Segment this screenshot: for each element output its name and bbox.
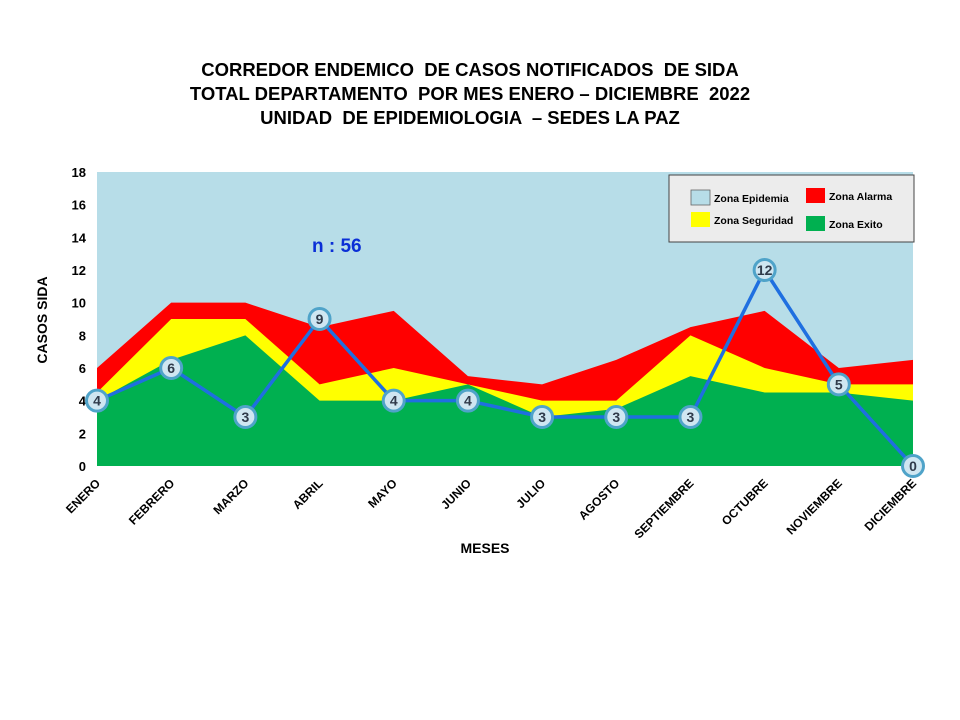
x-tick-label: SEPTIEMBRE [632,476,697,541]
y-tick-label: 10 [72,296,86,311]
y-tick-label: 14 [72,230,87,245]
legend-swatch [806,188,825,203]
legend-swatch [691,212,710,227]
cases-line [96,268,915,468]
x-axis-title: MESES [460,540,509,556]
cases-data-label: 6 [167,360,175,376]
x-tick-label: ABRIL [290,476,326,512]
legend-swatch [690,189,711,206]
cases-data-label: 12 [757,262,773,278]
y-tick-label: 0 [79,459,86,474]
cases-marker [233,405,258,429]
cases-data-label: 5 [835,376,843,392]
y-tick-label: 12 [72,263,86,278]
legend-swatch [806,216,825,231]
cases-data-label: 0 [909,458,917,474]
legend-box [668,174,915,243]
y-axis-title: CASOS SIDA [34,276,50,363]
cases-marker [307,307,332,331]
cases-marker [826,372,851,397]
legend: Zona Epidemia Zona Alarma Zona Seguridad Zo… [668,174,915,243]
y-tick-label: 4 [79,394,87,409]
x-tick-label: ENERO [63,476,103,516]
cases-marker [901,454,925,478]
legend-label: Zona Epidemia [714,193,789,205]
cases-marker [381,388,406,413]
title-line-1: CORREDOR ENDEMICO DE CASOS NOTIFICADOS D… [201,59,739,80]
cases-marker [530,405,555,429]
cases-data-label: 3 [241,409,249,425]
y-tick-label: 16 [72,198,86,213]
y-tick-label: 18 [72,165,86,180]
cases-data-label: 4 [464,393,472,409]
cases-marker [159,356,184,380]
x-tick-label: DICIEMBRE [862,476,920,534]
chart-title: CORREDOR ENDEMICO DE CASOS NOTIFICADOS D… [0,58,940,130]
series-layer: 4 6 3 9 4 4 3 3 3 12 5 0 [85,258,925,478]
y-tick-label: 2 [79,426,86,441]
x-tick-label: MARZO [210,476,251,517]
x-tick-label: MAYO [365,476,400,511]
x-tick-label: JUNIO [438,476,474,512]
zone-zona-exito-area [97,335,913,466]
x-tick-label: FEBRERO [126,476,177,527]
cases-marker [604,405,629,429]
cases-marker [455,388,480,413]
cases-data-label: 3 [538,409,546,425]
cases-data-label: 9 [316,311,324,327]
cases-data-label: 3 [612,409,620,425]
cases-marker [85,388,109,413]
y-tick-label: 6 [79,361,86,376]
cases-data-label: 3 [687,409,695,425]
legend-label: Zona Alarma [829,191,892,203]
cases-marker [678,405,703,429]
legend-label: Zona Exito [829,219,883,231]
cases-data-label: 4 [93,393,101,409]
y-tick-label: 8 [79,328,86,343]
x-tick-label: JULIO [513,476,548,511]
title-line-2: TOTAL DEPARTAMENTO POR MES ENERO – DICIE… [189,83,751,104]
legend-label: Zona Seguridad [714,215,793,227]
x-tick-label: AGOSTO [576,476,623,523]
x-tick-label: OCTUBRE [719,476,771,528]
title-line-3: UNIDAD DE EPIDEMIOLOGIA – SEDES LA PAZ [260,107,680,128]
total-annotation: n : 56 [312,236,362,257]
x-tick-label: NOVIEMBRE [784,476,845,537]
cases-marker [752,258,777,282]
cases-data-label: 4 [390,393,398,409]
